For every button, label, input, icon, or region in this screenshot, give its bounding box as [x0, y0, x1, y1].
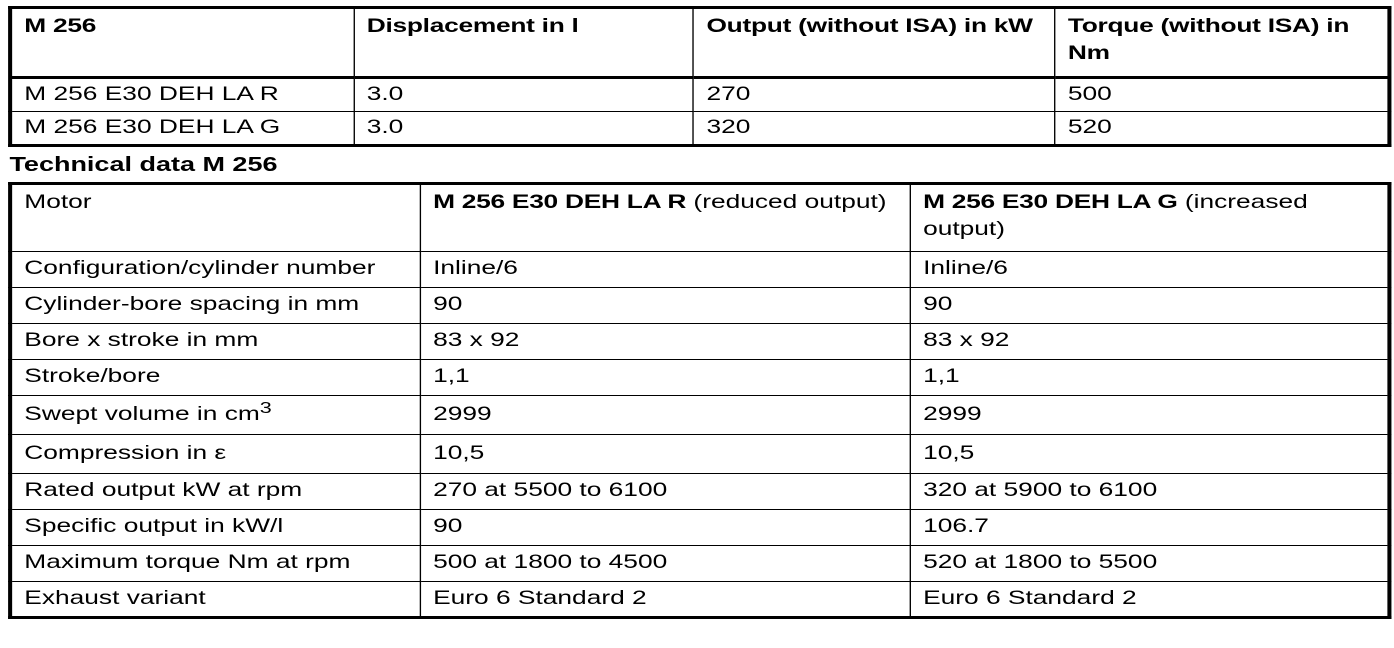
tech-value-cell: 90	[419, 509, 911, 546]
summary-row: M 256 E30 DEH LA G 3.0 320 520	[9, 111, 1391, 146]
tech-row-label: Configuration/cylinder number	[9, 251, 421, 288]
variant-g-note: (increased output)	[923, 191, 1308, 240]
summary-cell: 500	[1054, 77, 1391, 112]
tech-row-label: Cylinder-bore spacing in mm	[9, 287, 421, 324]
tech-value-cell: Inline/6	[909, 251, 1391, 288]
tech-row: Stroke/bore 1,1 1,1	[9, 359, 1391, 396]
tech-col-motor-header: Motor	[9, 183, 421, 252]
tech-row-label: Specific output in kW/l	[9, 509, 421, 546]
tech-table-body: Configuration/cylinder number Inline/6 Inl…	[9, 251, 1391, 618]
tech-row-label: Exhaust variant	[9, 581, 421, 618]
tech-value-cell: 10,5	[909, 434, 1391, 474]
summary-col-displacement-header: Displacement in l	[353, 7, 695, 79]
tech-header-row: Motor M 256 E30 DEH LA R (reduced output…	[9, 183, 1391, 252]
tech-row: Compression in ε 10,5 10,5	[9, 434, 1391, 474]
tech-value-cell: 83 x 92	[419, 323, 911, 360]
tech-row: Bore x stroke in mm 83 x 92 83 x 92	[9, 323, 1391, 360]
variant-r-note: (reduced output)	[686, 191, 887, 213]
tech-value-cell: 520 at 1800 to 5500	[909, 545, 1391, 582]
section-title: Technical data M 256	[9, 154, 278, 176]
tech-col-variant-r-header: M 256 E30 DEH LA R (reduced output)	[419, 183, 911, 252]
tech-value-cell: Euro 6 Standard 2	[419, 581, 911, 618]
tech-row: Rated output kW at rpm 270 at 5500 to 610…	[9, 473, 1391, 510]
summary-cell: 3.0	[353, 77, 695, 112]
technical-data-table: Motor M 256 E30 DEH LA R (reduced output…	[8, 182, 1392, 619]
tech-value-cell: Euro 6 Standard 2	[909, 581, 1391, 618]
tech-value-cell: 106.7	[909, 509, 1391, 546]
summary-cell: M 256 E30 DEH LA G	[9, 111, 355, 146]
summary-col-engine-header: M 256	[9, 7, 355, 79]
tech-row: Configuration/cylinder number Inline/6 Inl…	[9, 251, 1391, 288]
summary-col-output-header: Output (without ISA) in kW	[692, 7, 1056, 79]
tech-row-label: Stroke/bore	[9, 359, 421, 396]
summary-row: M 256 E30 DEH LA R 3.0 270 500	[9, 77, 1391, 112]
tech-value-cell: 1,1	[419, 359, 911, 396]
tech-row: Swept volume in cm3 2999 2999	[9, 395, 1391, 435]
tech-row: Maximum torque Nm at rpm 500 at 1800 to 4…	[9, 545, 1391, 582]
variant-r-name: M 256 E30 DEH LA R	[433, 191, 687, 213]
summary-cell: 520	[1054, 111, 1391, 146]
tech-col-variant-g-header: M 256 E30 DEH LA G (increased output)	[909, 183, 1391, 252]
tech-value-cell: 2999	[419, 395, 911, 435]
engine-summary-table: M 256 Displacement in l Output (without …	[8, 6, 1392, 147]
tech-value-cell: Inline/6	[419, 251, 911, 288]
tech-row: Exhaust variant Euro 6 Standard 2 Euro 6 S…	[9, 581, 1391, 618]
tech-value-cell: 320 at 5900 to 6100	[909, 473, 1391, 510]
summary-header-row: M 256 Displacement in l Output (without …	[9, 7, 1391, 79]
superscript: 3	[259, 400, 272, 417]
summary-table-body: M 256 E30 DEH LA R 3.0 270 500 M 256 E30 DEH…	[9, 77, 1391, 146]
tech-row: Cylinder-bore spacing in mm 90 90	[9, 287, 1391, 324]
summary-cell: 320	[692, 111, 1056, 146]
tech-row-label: Maximum torque Nm at rpm	[9, 545, 421, 582]
tech-value-cell: 10,5	[419, 434, 911, 474]
tech-row: Specific output in kW/l 90 106.7	[9, 509, 1391, 546]
summary-cell: M 256 E30 DEH LA R	[9, 77, 355, 112]
tech-row-label: Rated output kW at rpm	[9, 473, 421, 510]
tech-row-label: Bore x stroke in mm	[9, 323, 421, 360]
tech-row-label: Swept volume in cm3	[9, 395, 421, 435]
tech-value-cell: 83 x 92	[909, 323, 1391, 360]
summary-cell: 270	[692, 77, 1056, 112]
tech-value-cell: 2999	[909, 395, 1391, 435]
tech-value-cell: 1,1	[909, 359, 1391, 396]
summary-cell: 3.0	[353, 111, 695, 146]
variant-g-name: M 256 E30 DEH LA G	[923, 191, 1178, 213]
tech-value-cell: 90	[419, 287, 911, 324]
tech-value-cell: 270 at 5500 to 6100	[419, 473, 911, 510]
summary-col-torque-header: Torque (without ISA) in Nm	[1054, 7, 1391, 79]
tech-row-label: Compression in ε	[9, 434, 421, 474]
tech-value-cell: 90	[909, 287, 1391, 324]
tech-value-cell: 500 at 1800 to 4500	[419, 545, 911, 582]
